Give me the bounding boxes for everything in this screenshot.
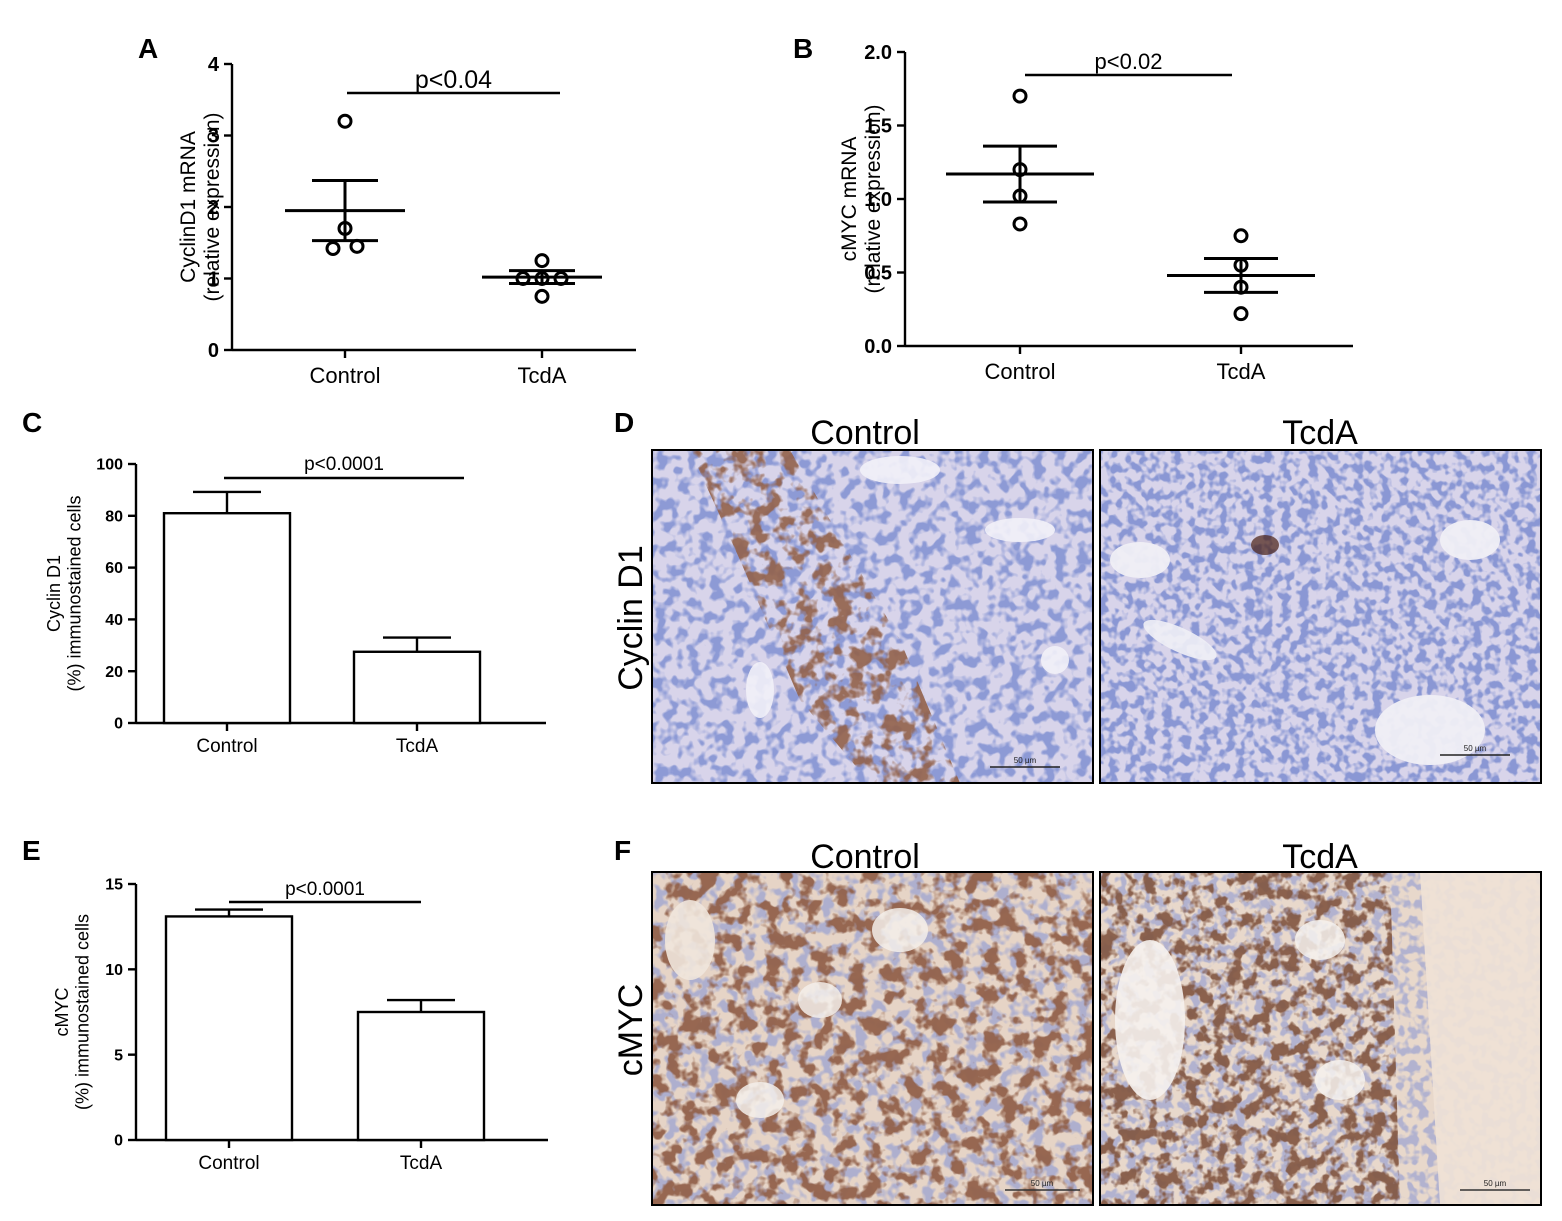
x-tick-label: TcdA [518, 363, 567, 388]
micrograph-panel-f: Control TcdA cMYC 50 µm 50 µm [612, 838, 1542, 1206]
data-point [553, 271, 569, 286]
x-tick-label: Control [985, 359, 1056, 384]
y-tick-label: 0.5 [864, 263, 892, 285]
y-tick-label: 100 [96, 457, 123, 474]
x-tick-label: TcdA [396, 736, 439, 757]
y-tick-label: 3 [208, 126, 219, 148]
data-point [337, 220, 353, 236]
micrograph-f-title-tcda: TcdA [1282, 838, 1358, 876]
micrograph-d-title-tcda: TcdA [1282, 414, 1358, 452]
micrograph-f-title-control: Control [810, 838, 920, 876]
panel-letter-b: B [793, 33, 813, 64]
significance-label: p<0.0001 [304, 454, 384, 475]
micrograph-d-control: 50 µm [651, 449, 1094, 784]
panel-letter-a: A [138, 33, 158, 64]
x-tick-label: Control [310, 363, 381, 388]
bar [352, 650, 482, 725]
panel-letter-d: D [614, 407, 634, 438]
x-tick-label: Control [196, 736, 257, 757]
y-axis-label-line: (%) immunostained cells [65, 495, 85, 691]
micrograph-panel-d: Control TcdA Cyclin D1 50 µm 50 µm [612, 414, 1542, 784]
y-axis-label: cMYC(%) immunostained cells [52, 914, 93, 1110]
chart-cmyc-immunostained: 0 5 10 15 Control TcdA cMYC(%) immunostained c… [52, 877, 548, 1174]
significance-label: p<0.02 [1095, 49, 1163, 74]
bar [162, 512, 292, 725]
data-point [1012, 188, 1028, 204]
y-tick-label: 1.5 [864, 116, 892, 138]
data-point [1012, 216, 1028, 232]
significance-label: p<0.04 [415, 66, 492, 94]
panel-letter-c: C [22, 407, 42, 438]
y-tick-label: 10 [105, 962, 123, 979]
micrograph-d-tcda: 50 µm [1099, 449, 1542, 784]
data-point [1233, 306, 1249, 322]
x-tick-label: Control [198, 1153, 259, 1174]
micrograph-f-tcda: 50 µm [1099, 871, 1542, 1206]
y-axis-label-line: Cyclin D1 [44, 555, 64, 632]
chart-cmyc-mrna: 0.0 0.5 1.0 1.5 2.0 Control TcdA cMYC mRNA(rela… [838, 42, 1353, 384]
y-axis-label-line: (relative expression) [862, 104, 885, 293]
panel-letter-f: F [614, 835, 631, 866]
x-tick-label: TcdA [400, 1153, 443, 1174]
scale-bar-label: 50 µm [1484, 1179, 1507, 1188]
y-tick-label: 2.0 [864, 42, 892, 64]
data-point [349, 238, 365, 254]
y-axis-label: cMYC mRNA(relative expression) [838, 104, 885, 293]
bar [356, 1010, 486, 1142]
data-point [325, 240, 341, 256]
y-tick-label: 0 [114, 1133, 123, 1150]
data-point [337, 113, 353, 129]
micrograph-d-title-control: Control [810, 414, 920, 452]
panel-letter-e: E [22, 835, 41, 866]
data-point [1012, 88, 1028, 104]
data-point [1012, 162, 1028, 178]
significance-label: p<0.0001 [285, 879, 365, 900]
scale-bar-label: 50 µm [1031, 1179, 1054, 1188]
chart-cyclind1-immunostained: 0 20 40 60 80 100 Control TcdA Cyclin D1(%) immu… [44, 454, 546, 757]
y-tick-label: 20 [105, 664, 123, 681]
y-tick-label: 60 [105, 560, 123, 577]
y-tick-label: 40 [105, 612, 123, 629]
y-tick-label: 4 [208, 54, 220, 76]
data-point [1233, 279, 1249, 295]
y-axis-label-line: cMYC [52, 988, 72, 1037]
y-tick-label: 0.0 [864, 336, 892, 358]
micrograph-f-row-label: cMYC [612, 984, 650, 1077]
y-tick-label: 1.0 [864, 189, 892, 211]
data-point [1233, 228, 1249, 244]
data-point [515, 271, 531, 286]
micrograph-f-control: 50 µm [651, 871, 1094, 1206]
scale-bar-label: 50 µm [1464, 744, 1487, 753]
data-point [534, 271, 550, 286]
y-axis-label-line: cMYC mRNA [838, 137, 861, 262]
scale-bar-label: 50 µm [1014, 756, 1037, 765]
data-point [1233, 257, 1249, 273]
data-point [534, 253, 550, 269]
y-tick-label: 0 [114, 716, 123, 733]
micrograph-d-row-label: Cyclin D1 [612, 545, 650, 690]
y-axis-label-line: (%) immunostained cells [73, 914, 93, 1110]
y-axis-label: Cyclin D1(%) immunostained cells [44, 495, 85, 691]
data-point [534, 288, 550, 304]
y-tick-label: 80 [105, 508, 123, 525]
y-axis-label: CyclinD1 mRNA(relative expression) [177, 112, 224, 301]
chart-cyclind1-mrna: 0 1 2 3 4 Control TcdA CyclinD1 mRNA(relative e… [177, 54, 636, 388]
y-tick-label: 2 [208, 197, 219, 219]
y-tick-label: 5 [114, 1047, 123, 1064]
y-axis-label-line: (relative expression) [201, 112, 224, 301]
y-tick-label: 1 [208, 269, 219, 291]
bar [164, 915, 294, 1142]
y-tick-label: 0 [208, 340, 219, 362]
y-axis-label-line: CyclinD1 mRNA [177, 131, 200, 283]
y-tick-label: 15 [105, 877, 123, 894]
x-tick-label: TcdA [1217, 359, 1266, 384]
